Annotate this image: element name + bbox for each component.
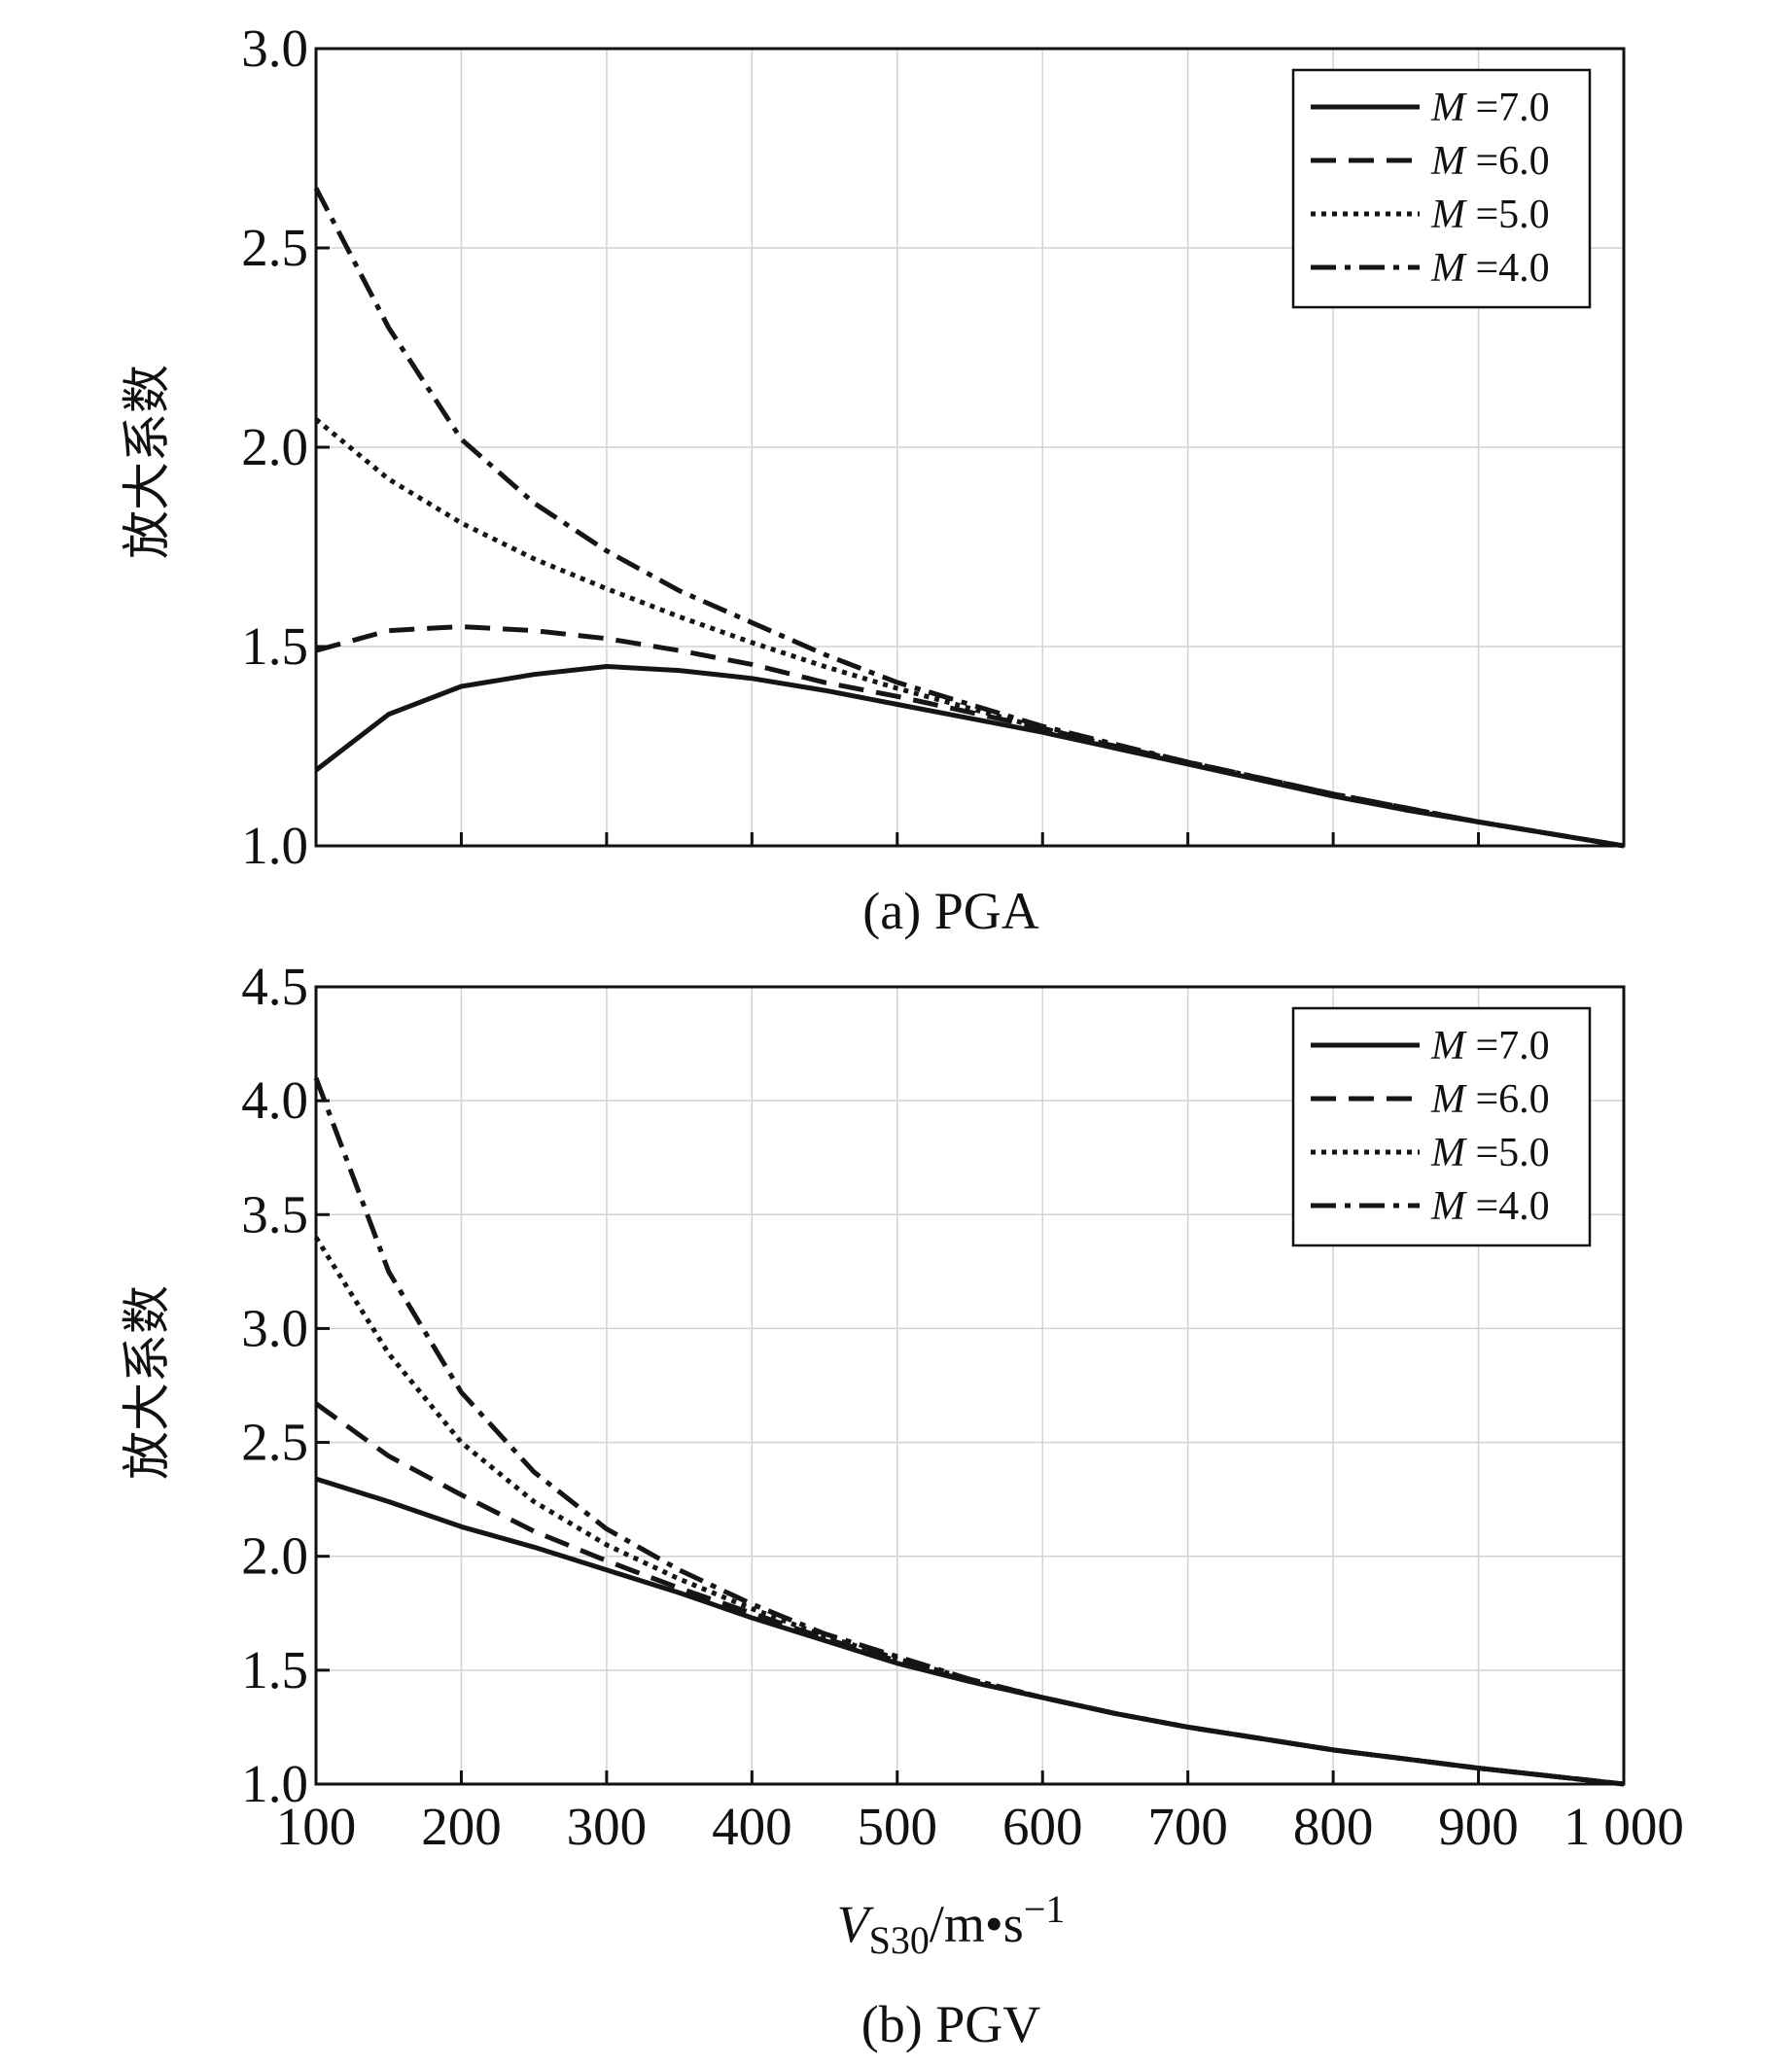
y-tick-label: 2.5 [241, 218, 308, 277]
y-tick-label: 2.0 [241, 1526, 308, 1586]
caption-b: (b) PGV [861, 1995, 1041, 2053]
x-axis-label-var: V [837, 1895, 875, 1953]
legend-entry: M =7.0 [1430, 86, 1550, 130]
y-tick-label: 1.5 [241, 1640, 308, 1699]
legend: M =7.0 M =6.0 M =5.0 M =4.0 [1291, 68, 1592, 309]
x-axis-label-b: VS30/m•s−1 [837, 1887, 1066, 1962]
series-line-dashdot [313, 1076, 1625, 1787]
x-axis-label-sup: −1 [1024, 1887, 1066, 1931]
legend-entry: M =6.0 [1430, 139, 1550, 184]
legend: M =7.0 M =6.0 M =5.0 M =4.0 [1291, 1006, 1592, 1247]
x-axis-label-sub: S30 [869, 1918, 930, 1962]
x-tick-label: 100 [276, 1797, 357, 1856]
caption-a: (a) PGA [862, 882, 1038, 940]
legend-entry: M =4.0 [1430, 246, 1550, 291]
y-tick-label: 2.0 [241, 417, 308, 476]
y-tick-label: 1.0 [241, 1754, 308, 1813]
y-axis-label-a: 放大系数 [120, 365, 174, 559]
legend-box [1291, 1006, 1592, 1247]
x-tick-label: 500 [858, 1797, 938, 1856]
y-tick-label: 3.5 [241, 1184, 308, 1244]
y-tick-label: 1.5 [241, 616, 308, 676]
series-line-dashdot [313, 187, 1625, 849]
x-tick-label: 400 [712, 1797, 792, 1856]
legend-entry: M =6.0 [1430, 1077, 1550, 1122]
x-axis-label-unit: /m•s [930, 1895, 1024, 1953]
y-tick-label: 1.0 [241, 816, 308, 875]
y-tick-label: 4.5 [241, 957, 308, 1016]
x-tick-label: 200 [421, 1797, 502, 1856]
x-tick-label: 800 [1293, 1797, 1374, 1856]
legend-entry: M =5.0 [1430, 193, 1550, 237]
y-tick-label: 3.0 [241, 1298, 308, 1357]
y-axis-label-b: 放大系数 [120, 1285, 174, 1480]
panel-b-pgv: 放大系数 VS30/m•s−1 (b) PGV 1.0 1.5 2.0 2.5 3.0 3… [120, 957, 1684, 2053]
legend-entry: M =4.0 [1430, 1184, 1550, 1229]
panel-a-pga: 放大系数 (a) PGA 1.0 1.5 2.0 2.5 3.0 M =7.0 M =6.0… [120, 18, 1626, 940]
x-tick-label: 1 000 [1564, 1797, 1684, 1856]
y-tick-label: 2.5 [241, 1413, 308, 1472]
x-tick-label: 300 [567, 1797, 648, 1856]
x-tick-label: 600 [1002, 1797, 1083, 1856]
plot-frame [314, 985, 1626, 1786]
y-tick-label: 3.0 [241, 18, 308, 78]
legend-box [1291, 68, 1592, 309]
x-tick-label: 700 [1147, 1797, 1228, 1856]
x-tick-label: 900 [1438, 1797, 1519, 1856]
series-line-dotted [313, 1236, 1625, 1787]
legend-entry: M =5.0 [1430, 1131, 1550, 1175]
legend-entry: M =7.0 [1430, 1024, 1550, 1069]
y-tick-label: 4.0 [241, 1070, 308, 1130]
